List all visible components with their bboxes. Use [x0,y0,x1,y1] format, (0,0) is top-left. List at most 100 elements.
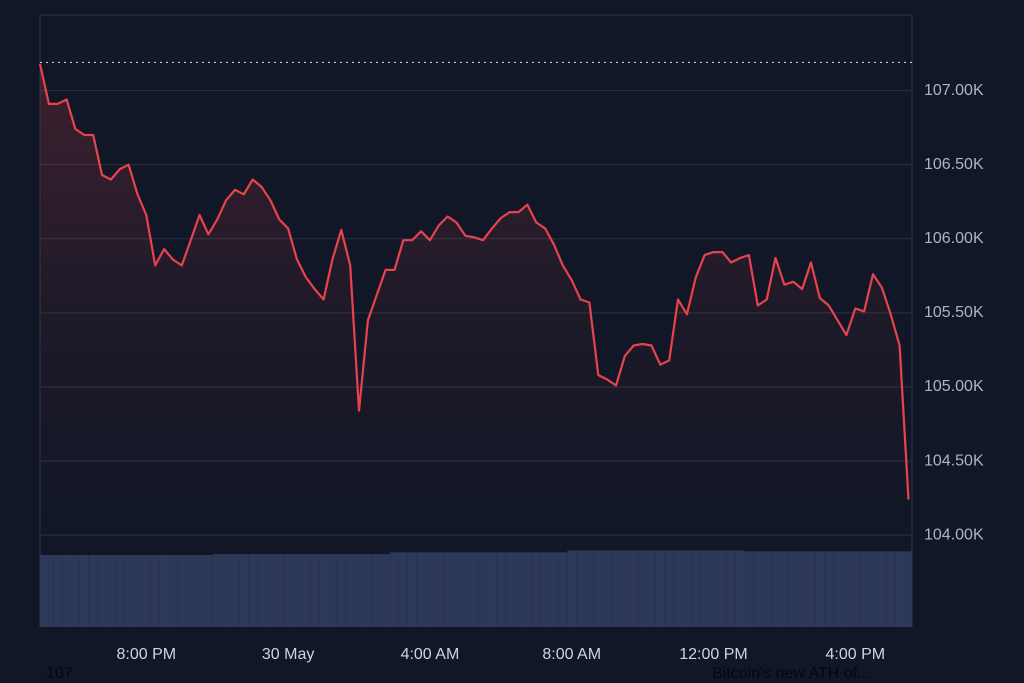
y-tick-label: 104.50K [924,452,984,469]
y-tick-label: 104.00K [924,526,984,543]
volume-bar [443,552,453,627]
volume-bar [53,555,63,627]
volume-bar [469,552,479,627]
volume-bar [664,550,674,627]
volume-bar [133,555,142,627]
price-area [40,63,909,536]
volume-bar [141,555,151,627]
volume-bar [753,551,763,627]
volume-bar [567,550,577,627]
y-tick-label: 105.00K [924,378,984,395]
volume-bar [97,555,107,627]
volume-bar [797,551,807,627]
volume-bar [806,551,816,627]
volume-bar [310,554,320,627]
volume-bar [620,550,630,627]
y-tick-label: 106.00K [924,230,984,247]
volume-bar [460,552,470,627]
volume-bar [328,554,337,627]
volume-bar [407,552,417,627]
volume-bar [629,550,639,627]
volume-bar [771,551,780,627]
volume-bar [71,555,80,627]
volume-bar [62,555,71,627]
x-tick-label: 30 May [262,646,314,663]
volume-bar [514,552,523,627]
volume-bar [372,554,382,627]
footer-left: 107 [46,665,73,682]
volume-bar [549,552,559,627]
x-tick-label: 4:00 PM [825,646,885,663]
volume-bar [815,551,825,627]
volume-bar [88,555,98,627]
volume-bars [40,550,912,627]
volume-bar [159,555,169,627]
axis-labels: 104.00K 104.50K 105.00K 105.50K 106.00K 106.5… [117,82,984,663]
volume-bar [859,551,869,627]
volume-bar [709,550,718,627]
x-tick-label: 8:00 AM [542,646,601,663]
volume-bar [168,555,178,627]
volume-bar [487,552,497,627]
volume-bar [398,552,408,627]
volume-bar [478,552,488,627]
volume-bar [647,550,656,627]
volume-bar [363,554,373,627]
volume-bar [239,554,249,627]
volume-bar [44,555,54,627]
volume-bar [895,551,904,627]
volume-bar [602,550,612,627]
volume-bar [824,551,834,627]
volume-bar [576,550,585,627]
volume-bar [40,555,49,627]
volume-bar [540,552,550,627]
volume-bar [717,550,727,627]
volume-bar [115,555,125,627]
volume-bar [505,552,515,627]
volume-bar [638,550,648,627]
volume-bar [150,555,160,627]
x-tick-label: 12:00 PM [679,646,747,663]
volume-bar [452,552,461,627]
volume-bar [257,554,266,627]
y-tick-label: 105.50K [924,304,984,321]
volume-bar [79,555,89,627]
volume-bar [106,555,116,627]
volume-bar [195,555,204,627]
volume-bar [345,554,355,627]
volume-bar [842,551,851,627]
volume-bar [611,550,621,627]
volume-bar [593,550,603,627]
volume-bar [274,554,284,627]
volume-bar [886,551,896,627]
volume-bar [788,551,798,627]
volume-bar [700,550,710,627]
volume-bar [416,552,426,627]
volume-bar [850,551,860,627]
volume-bar [434,552,444,627]
volume-bar [522,552,532,627]
volume-bar [726,550,736,627]
y-tick-label: 106.50K [924,156,984,173]
volume-bar [833,551,842,627]
volume-bar [673,550,683,627]
volume-bar [558,552,568,627]
volume-bar [496,552,506,627]
volume-bar [762,551,772,627]
volume-bar [301,554,311,627]
volume-bar [381,554,391,627]
volume-bar [868,551,878,627]
volume-bar [354,554,364,627]
price-plot [38,61,912,536]
volume-bar [585,550,594,627]
volume-bar [266,554,275,627]
volume-bar [124,555,134,627]
volume-bar [186,555,196,627]
x-tick-label: 4:00 AM [401,646,460,663]
volume-bar [336,554,346,627]
volume-bar [744,551,754,627]
x-tick-label: 8:00 PM [117,646,177,663]
volume-bar [177,555,187,627]
